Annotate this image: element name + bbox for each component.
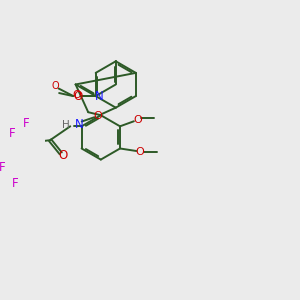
Text: F: F — [0, 161, 5, 174]
Text: O: O — [58, 149, 68, 162]
Text: N: N — [74, 118, 83, 131]
Text: O: O — [52, 82, 59, 92]
Text: O: O — [94, 111, 103, 121]
Text: F: F — [8, 128, 15, 140]
Text: F: F — [23, 117, 29, 130]
Text: O: O — [136, 147, 145, 157]
Text: N: N — [95, 90, 104, 103]
Text: O: O — [133, 115, 142, 124]
Text: H: H — [62, 120, 70, 130]
Text: O: O — [72, 90, 81, 100]
Text: F: F — [12, 177, 19, 190]
Text: O: O — [73, 90, 82, 103]
